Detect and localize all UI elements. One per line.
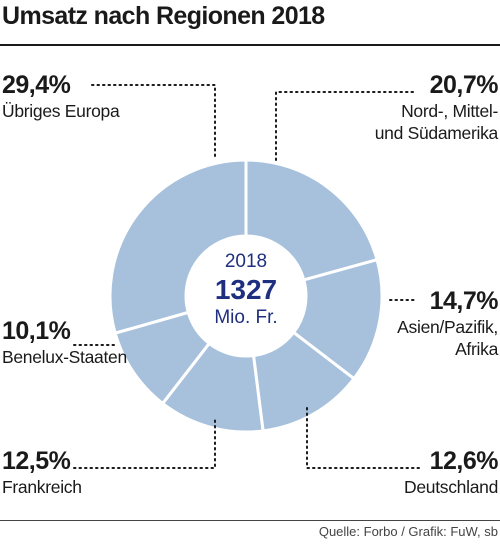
pct-amerika: 20,7% (429, 71, 499, 99)
name-amerika-line2: und Südamerika (374, 123, 499, 143)
label-uebriges-europa: 29,4% Übriges Europa (2, 70, 120, 122)
label-amerika: 20,7% Nord-, Mittel- und Südamerika (374, 70, 499, 144)
source-note: Quelle: Forbo / Grafik: FuW, sb (318, 524, 498, 539)
pct-frankreich: 12,5% (2, 447, 71, 475)
center-year: 2018 (224, 251, 268, 272)
leader-line-4 (73, 419, 216, 469)
name-asien-line1: Asien/Pazifik, (397, 317, 498, 337)
center-total: 1327 (214, 274, 278, 305)
name-benelux: Benelux-Staaten (2, 347, 127, 367)
center-unit: Mio. Fr. (214, 307, 278, 328)
slice-0 (244, 158, 379, 282)
name-frankreich: Frankreich (2, 477, 82, 497)
pct-deutschland: 12,6% (429, 447, 499, 475)
label-asien: 14,7% Asien/Pazifik, Afrika (397, 286, 498, 360)
footer-rule (0, 520, 500, 521)
slice-5 (108, 158, 248, 335)
center-label: 2018 1327 Mio. Fr. (183, 250, 309, 330)
chart-title: Umsatz nach Regionen 2018 (2, 2, 325, 30)
pct-asien: 14,7% (429, 287, 499, 315)
pct-uebriges-europa: 29,4% (2, 71, 71, 99)
name-deutschland: Deutschland (404, 477, 498, 497)
label-frankreich: 12,5% Frankreich (2, 446, 82, 498)
title-rule (0, 44, 500, 46)
name-asien-line2: Afrika (455, 339, 498, 359)
pct-benelux: 10,1% (2, 317, 71, 345)
leader-line-0 (91, 84, 216, 161)
label-deutschland: 12,6% Deutschland (404, 446, 498, 498)
leader-line-5 (306, 407, 421, 469)
name-uebriges-europa: Übriges Europa (2, 101, 120, 121)
leader-line-1 (275, 91, 416, 161)
label-benelux: 10,1% Benelux-Staaten (2, 316, 127, 368)
name-amerika-line1: Nord-, Mittel- (401, 101, 498, 121)
